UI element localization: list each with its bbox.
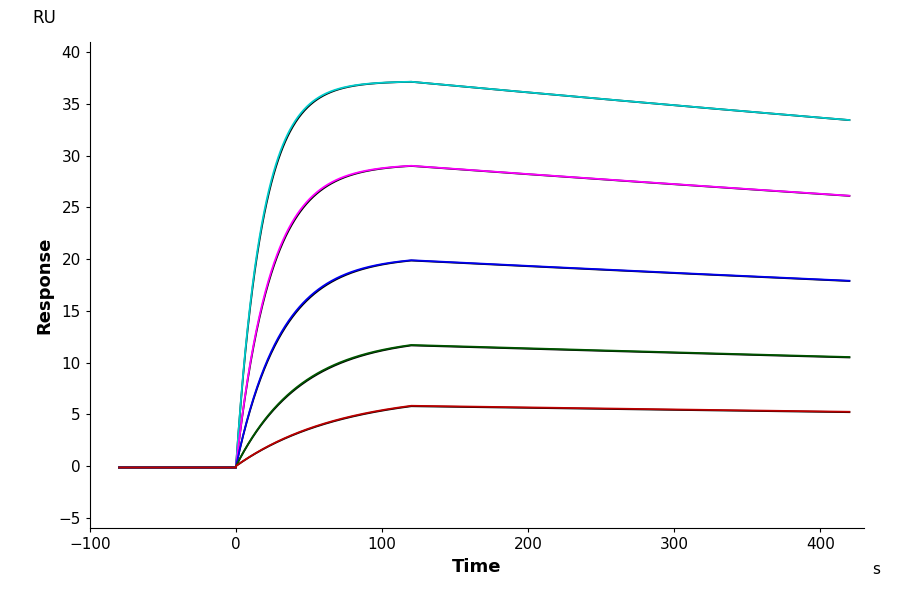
- Text: RU: RU: [32, 10, 56, 28]
- Text: s: s: [872, 562, 879, 577]
- Y-axis label: Response: Response: [35, 236, 53, 334]
- X-axis label: Time: Time: [452, 557, 502, 575]
